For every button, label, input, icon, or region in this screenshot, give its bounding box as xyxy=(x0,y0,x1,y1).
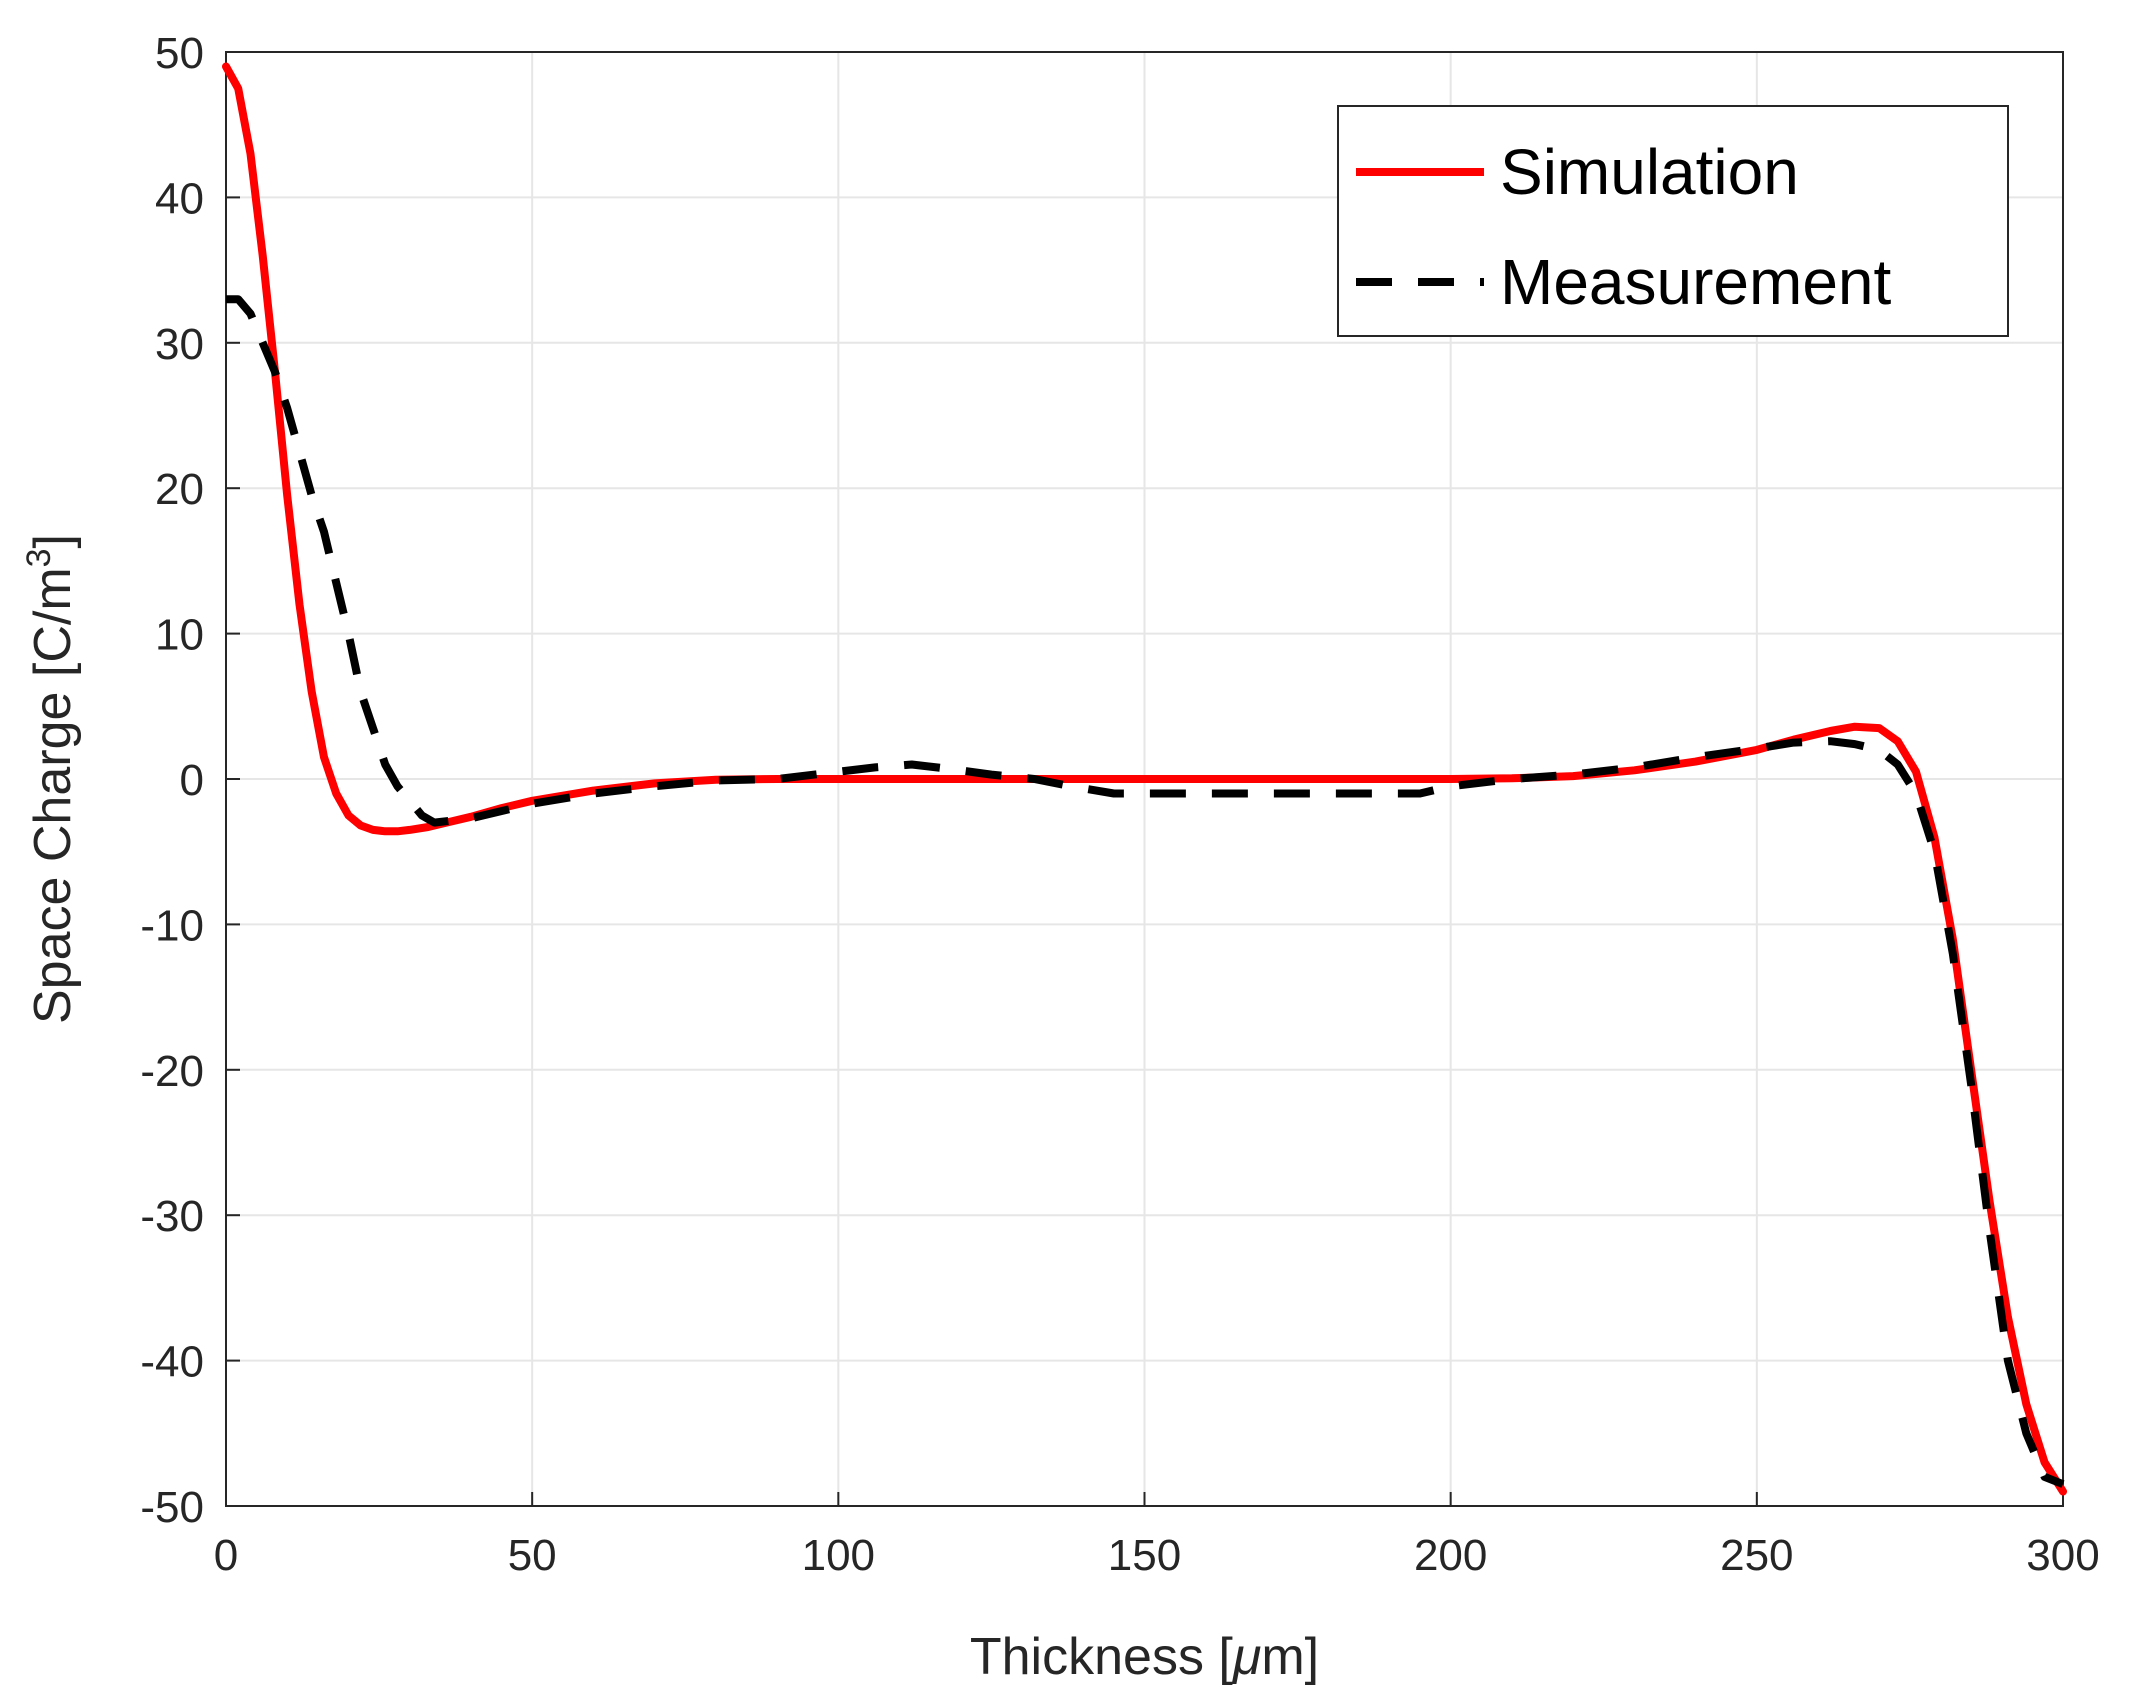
x-axis-label-main: Thickness [ xyxy=(970,1628,1234,1686)
x-tick-label: 300 xyxy=(2026,1531,2099,1580)
x-axis-label-tail: m] xyxy=(1261,1628,1319,1686)
legend: Simulation Measurement xyxy=(1337,105,2009,337)
axis-ticks: 0 50 100 150 200 250 30050403020100-10-20-30-4… xyxy=(140,29,2099,1580)
x-tick-label: 150 xyxy=(1108,1531,1181,1580)
x-tick-label: 250 xyxy=(1720,1531,1793,1580)
x-axis-label: Thickness [μm] xyxy=(970,1628,1319,1686)
y-axis-label-superscript: 3 xyxy=(20,548,58,567)
y-tick-label: -50 xyxy=(140,1483,204,1532)
x-axis-label-unit: μ xyxy=(1231,1628,1262,1686)
legend-label-measurement: Measurement xyxy=(1500,246,1892,318)
x-tick-label: 200 xyxy=(1414,1531,1487,1580)
y-tick-label: 50 xyxy=(155,29,204,78)
y-tick-label: 10 xyxy=(155,611,204,660)
y-tick-label: 20 xyxy=(155,465,204,514)
series xyxy=(222,62,2067,1496)
y-tick-label: -10 xyxy=(140,901,204,950)
y-axis-label-main: Space Charge [C/m xyxy=(24,567,82,1024)
y-tick-label: -30 xyxy=(140,1192,204,1241)
series-line-measurement xyxy=(226,295,2065,1488)
y-axis-label: Space Charge [C/m3] xyxy=(20,534,82,1024)
y-axis-label-tail: ] xyxy=(24,534,82,548)
y-tick-label: 0 xyxy=(180,756,204,805)
x-tick-label: 50 xyxy=(508,1531,557,1580)
y-tick-label: 30 xyxy=(155,320,204,369)
x-tick-label: 0 xyxy=(214,1531,238,1580)
y-tick-label: -20 xyxy=(140,1047,204,1096)
y-tick-label: -40 xyxy=(140,1338,204,1387)
legend-label-simulation: Simulation xyxy=(1500,136,1799,208)
x-tick-label: 100 xyxy=(802,1531,875,1580)
legend-box xyxy=(1337,105,2009,337)
y-tick-label: 40 xyxy=(155,174,204,223)
